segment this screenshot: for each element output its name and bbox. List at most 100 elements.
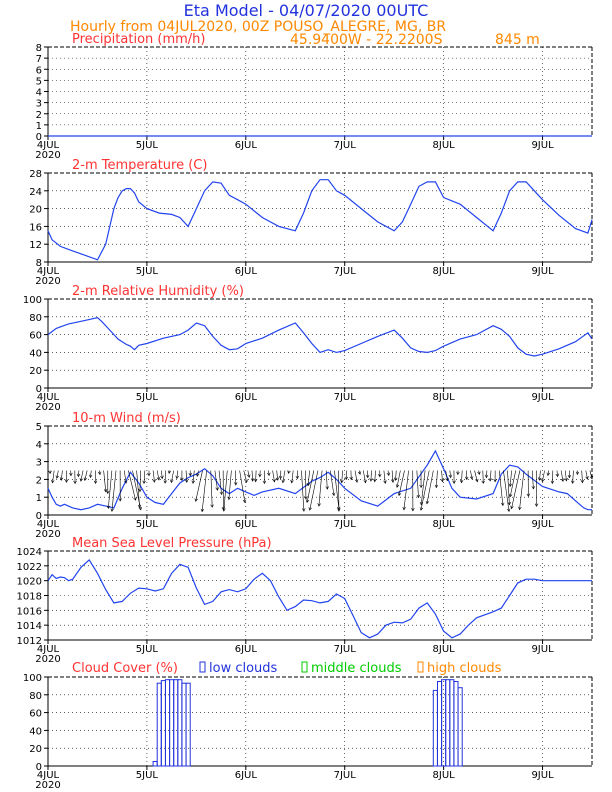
x-tick-label: 4JUL [37, 644, 60, 655]
x-tick-label: 7JUL [334, 644, 357, 655]
wind-arrow [143, 470, 146, 484]
wind-arrow [90, 470, 92, 478]
series-line-temp [47, 179, 593, 261]
wind-arrowhead [506, 508, 511, 513]
x-year-label: 2020 [35, 654, 60, 665]
chart-title: Eta Model - 04/07/2020 00UTC [184, 1, 429, 20]
cloud-bar [173, 679, 179, 767]
cloud-bar [457, 687, 463, 767]
wind-arrowhead [184, 479, 189, 483]
x-tick-label: 4JUL [37, 392, 60, 403]
wind-arrowhead [386, 472, 391, 477]
panel-title: 2-m Relative Humidity (%) [72, 284, 244, 299]
x-tick-label: 8JUL [433, 770, 456, 781]
wind-arrow [509, 470, 512, 487]
x-tick-label: 7JUL [334, 519, 357, 530]
wind-arrow [52, 470, 55, 483]
wind-arrowhead [306, 482, 311, 487]
wind-arrow [461, 470, 463, 483]
y-tick-label: 3 [36, 99, 42, 110]
wind-arrowhead [378, 473, 382, 478]
x-tick-label: 5JUL [136, 392, 159, 403]
wind-arrow [214, 470, 218, 491]
wind-arrow [195, 470, 203, 502]
wind-arrowhead [305, 499, 310, 504]
wind-arrowhead [247, 474, 251, 478]
wind-arrowhead [267, 472, 271, 477]
wind-arrow [171, 470, 174, 483]
wind-arrowhead [331, 492, 336, 497]
wind-arrow [136, 470, 140, 508]
legend-swatch [301, 661, 308, 673]
wind-arrow [398, 470, 405, 496]
x-tick-label: 4JUL [37, 770, 60, 781]
y-tick-label: 8 [36, 258, 42, 269]
wind-arrowhead [419, 507, 424, 511]
y-tick-label: 60 [29, 709, 42, 720]
x-tick-label: 6JUL [235, 140, 258, 151]
wind-arrowhead [567, 474, 572, 479]
y-tick-label: 80 [29, 313, 42, 324]
wind-arrowhead [507, 501, 511, 506]
wind-arrowhead [106, 490, 110, 495]
x-tick-label: 9JUL [531, 392, 554, 403]
wind-arrowhead [194, 498, 198, 502]
wind-arrow [306, 470, 315, 503]
wind-arrow [247, 470, 250, 478]
cloud-bar [165, 679, 171, 767]
y-tick-label: 7 [36, 54, 42, 65]
wind-arrow [152, 470, 155, 483]
wind-arrow [161, 470, 163, 479]
x-tick-label: 7JUL [334, 140, 357, 151]
wind-arrowhead [340, 479, 344, 484]
cloud-bar [181, 682, 187, 767]
wind-arrow [309, 470, 319, 511]
wind-arrowhead [537, 477, 542, 481]
wind-arrowhead [564, 477, 568, 482]
y-tick-label: 4 [36, 88, 42, 99]
x-tick-label: 9JUL [531, 644, 554, 655]
wind-arrowhead [278, 475, 283, 480]
wind-arrow [542, 470, 545, 482]
wind-arrow [103, 470, 107, 492]
panel-rh: 0 20 40 60 80 100 4JUL 5JUL 6JUL 7JUL 8JUL 9JUL 2020… [23, 284, 593, 413]
wind-arrow [391, 470, 394, 483]
x-tick-label: 4JUL [37, 140, 60, 151]
wind-arrow [449, 470, 451, 478]
panel-cloud: 0 20 40 60 80 100 4JUL 5JUL 6JUL 7JUL 8JUL 9JUL 2020… [23, 661, 593, 791]
wind-arrowhead [571, 480, 575, 484]
wind-arrowhead [200, 508, 205, 513]
wind-arrowhead [219, 491, 224, 496]
wind-arrow [276, 470, 278, 481]
cloud-bar [160, 680, 166, 767]
wind-arrow [196, 470, 199, 477]
wind-arrowhead [477, 471, 481, 476]
wind-arrowhead [402, 506, 406, 511]
wind-arrowhead [456, 471, 460, 476]
cloud-bar [152, 761, 158, 767]
panel-mslp: 1012 1014 1016 1018 1020 1022 1024 4JUL 5JUL 6JUL… [17, 536, 593, 665]
wind-arrowhead [580, 479, 585, 484]
wind-arrowhead [425, 500, 430, 505]
y-tick-label: 5 [36, 422, 42, 433]
x-tick-label: 7JUL [334, 266, 357, 277]
wind-arrow [478, 470, 480, 475]
wind-arrowhead [484, 474, 489, 479]
wind-arrowhead [349, 476, 353, 481]
wind-arrow [556, 470, 558, 477]
wind-arrowhead [147, 472, 151, 477]
wind-arrow [243, 470, 247, 483]
wind-arrow [307, 470, 310, 486]
x-tick-label: 7JUL [334, 770, 357, 781]
wind-arrow [387, 470, 390, 476]
wind-arrowhead [317, 503, 321, 507]
y-tick-label: 100 [23, 295, 42, 306]
wind-arrowhead [355, 479, 359, 483]
panel-title: 10-m Wind (m/s) [72, 411, 181, 426]
y-tick-label: 12 [29, 240, 42, 251]
wind-arrowhead [118, 498, 122, 502]
legend-swatch [199, 661, 206, 673]
wind-arrowhead [138, 506, 142, 511]
wind-arrowhead [481, 480, 485, 484]
